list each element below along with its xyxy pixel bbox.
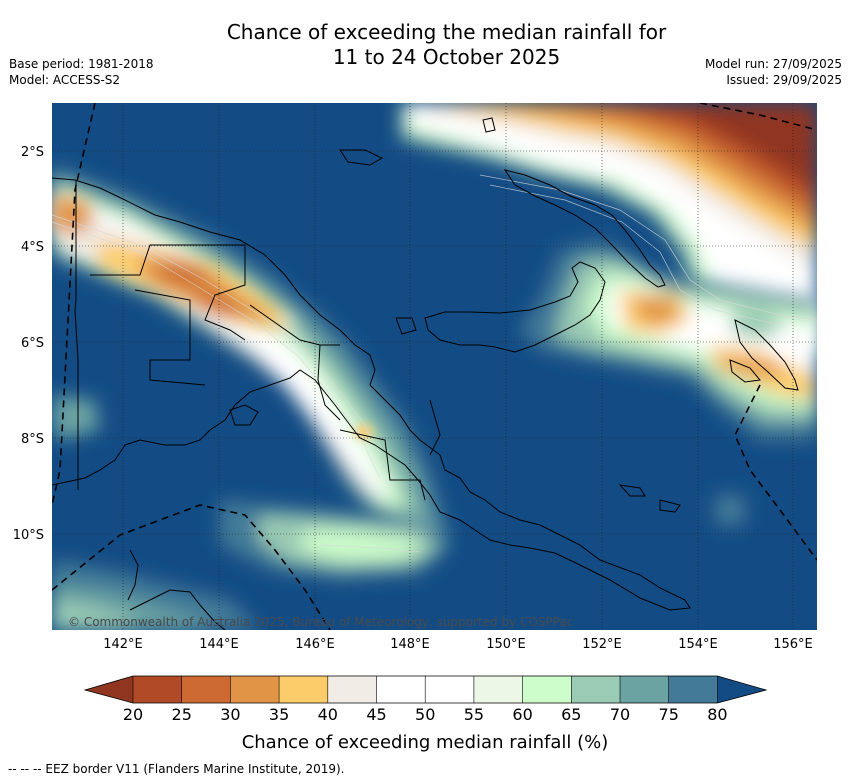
eez-footnote: -- -- -- EEZ border V11 (Flanders Marine… (8, 762, 345, 776)
colorbar-bin-75-80 (668, 676, 718, 703)
issued-date: Issued: 29/09/2025 (726, 73, 842, 87)
lat-label-10s: 10°S (13, 528, 44, 543)
eez-borders (52, 103, 817, 630)
lon-label-156e: 156°E (773, 637, 813, 652)
colorbar-bin-30-35 (230, 676, 280, 703)
lon-label-148e: 148°E (390, 637, 430, 652)
map-title: Chance of exceeding the median rainfall … (0, 20, 850, 70)
colorbar-title: Chance of exceeding median rainfall (%) (242, 732, 609, 753)
gridlines (52, 103, 817, 630)
cb-tick-45: 45 (366, 705, 386, 724)
colorbar-dividers (132, 676, 718, 703)
cb-tick-40: 40 (318, 705, 338, 724)
lat-label-4s: 4°S (21, 240, 44, 255)
map-area: © Commonwealth of Australia 2025, Bureau… (52, 103, 817, 630)
lat-label-6s: 6°S (21, 336, 44, 351)
colorbar-extend-high (717, 676, 766, 703)
colorbar-bin-50-55 (425, 676, 474, 703)
cb-tick-50: 50 (415, 705, 435, 724)
lon-label-144e: 144°E (199, 637, 239, 652)
cb-tick-20: 20 (123, 705, 143, 724)
cb-tick-30: 30 (220, 705, 240, 724)
colorbar-bin-55-60 (473, 676, 523, 703)
cb-tick-65: 65 (561, 705, 581, 724)
model-name: Model: ACCESS-S2 (9, 73, 121, 87)
cb-tick-60: 60 (512, 705, 532, 724)
borders (74, 180, 441, 501)
colorbar-bin-40-45 (327, 676, 377, 703)
colorbar-bin-60-65 (522, 676, 572, 703)
colorbar-bin-45-50 (376, 676, 426, 703)
colorbar-bin-70-75 (620, 676, 669, 703)
latitude-labels: 2°S 4°S 6°S 8°S 10°S (13, 145, 44, 543)
title-line-2: 11 to 24 October 2025 (332, 45, 561, 69)
lat-label-8s: 8°S (21, 432, 44, 447)
colorbar-bin-25-30 (181, 676, 231, 703)
cb-tick-80: 80 (707, 705, 727, 724)
contour-lines (52, 174, 817, 553)
title-line-1: Chance of exceeding the median rainfall … (226, 20, 667, 44)
lon-label-142e: 142°E (103, 637, 143, 652)
coastlines (52, 117, 799, 630)
meta-left: Base period: 1981-2018 Model: ACCESS-S2 (9, 56, 154, 88)
lon-label-146e: 146°E (295, 637, 335, 652)
longitude-labels: 142°E 144°E 146°E 148°E 150°E 152°E 154°… (103, 637, 813, 652)
colorbar-bin-65-70 (571, 676, 620, 703)
copyright-notice: © Commonwealth of Australia 2025, Bureau… (68, 615, 573, 629)
cb-tick-55: 55 (464, 705, 484, 724)
lon-label-154e: 154°E (678, 637, 718, 652)
colorbar-bin-20-25 (133, 676, 182, 703)
lon-label-152e: 152°E (582, 637, 622, 652)
lat-label-2s: 2°S (21, 145, 44, 160)
base-period: Base period: 1981-2018 (9, 57, 154, 71)
lon-label-150e: 150°E (486, 637, 526, 652)
cb-tick-70: 70 (610, 705, 630, 724)
colorbar-tick-labels: 20 25 30 35 40 45 50 55 60 65 70 75 80 (123, 705, 728, 724)
colorbar: 20 25 30 35 40 45 50 55 60 65 70 75 80 C… (83, 675, 768, 753)
model-run: Model run: 27/09/2025 (704, 57, 842, 71)
cb-tick-75: 75 (659, 705, 679, 724)
cb-tick-35: 35 (269, 705, 289, 724)
colorbar-bin-35-40 (279, 676, 328, 703)
meta-right: Model run: 27/09/2025 Issued: 29/09/2025 (705, 56, 842, 88)
cb-tick-25: 25 (172, 705, 192, 724)
colorbar-extend-low (85, 676, 133, 703)
